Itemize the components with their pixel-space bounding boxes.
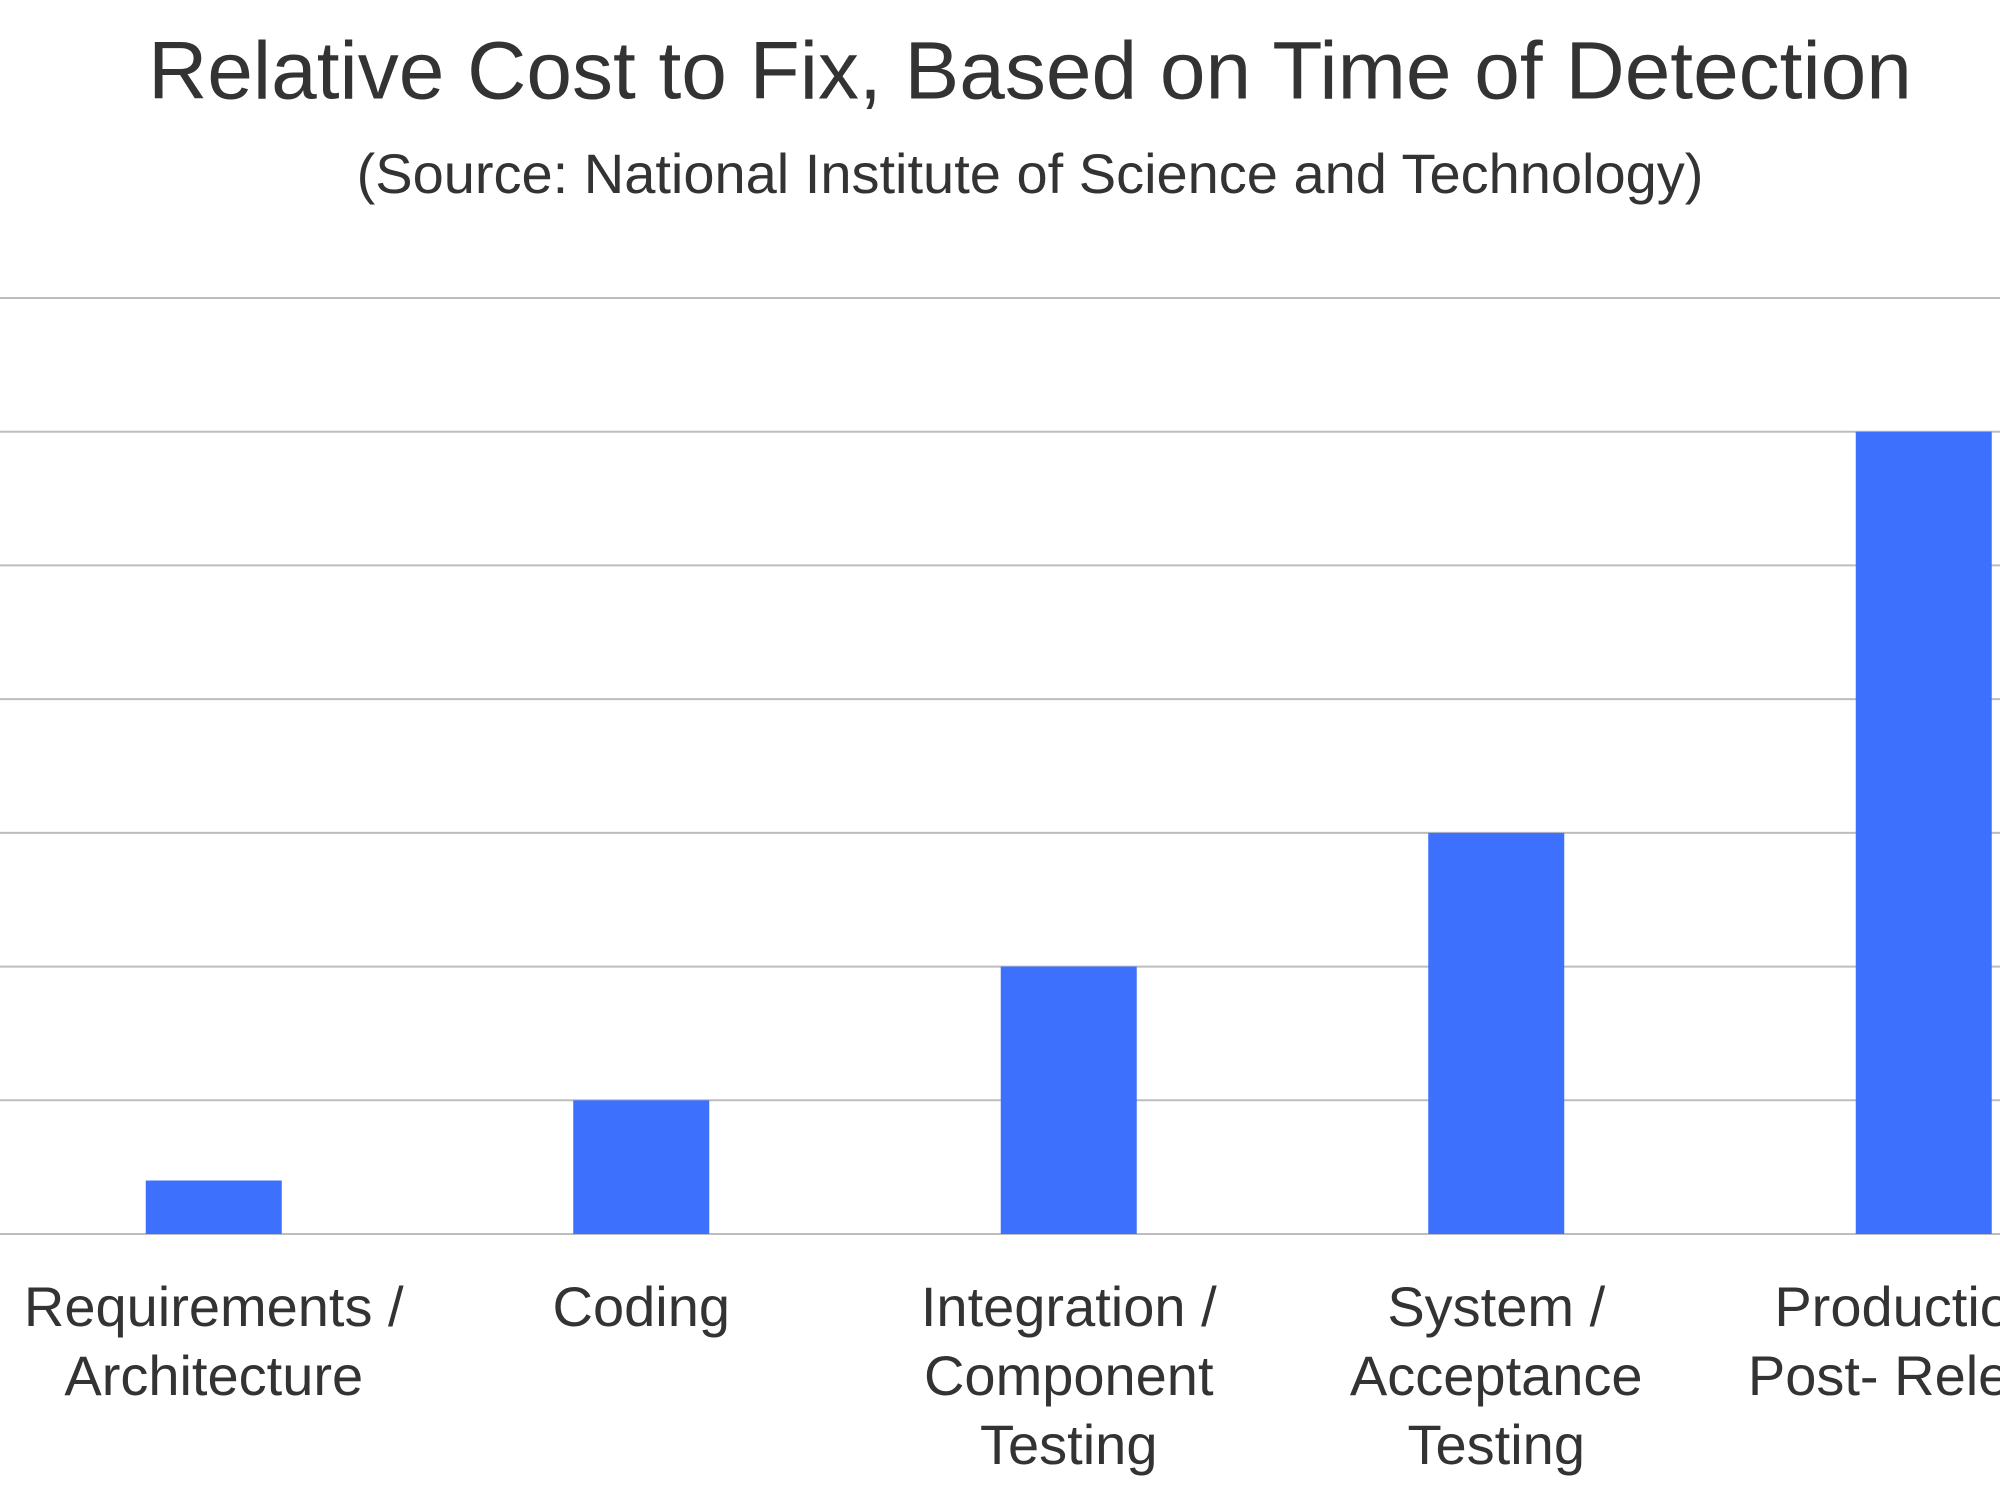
chart-subtitle: (Source: National Institute of Science a… (357, 142, 1704, 205)
chart-title: Relative Cost to Fix, Based on Time of D… (148, 26, 1912, 117)
x-tick-label-line: Testing (1408, 1413, 1585, 1476)
x-tick-label-line: Component (924, 1344, 1214, 1407)
x-tick-label-line: Testing (980, 1413, 1157, 1476)
bar (1428, 832, 1565, 1234)
x-tick-label-line: Architecture (64, 1344, 363, 1407)
x-tick-label-line: System / (1387, 1275, 1605, 1338)
bar (1855, 431, 1992, 1234)
x-tick-label: Requirements / Architecture (24, 1275, 404, 1407)
x-tick-label: System / Acceptance Testing (1350, 1275, 1643, 1476)
bar (145, 1180, 282, 1234)
bar (573, 1100, 710, 1234)
x-tick-label: Production /Post- Release (1748, 1275, 2000, 1407)
x-tick-label-line: Integration / (921, 1275, 1217, 1338)
x-tick-label: Integration / Component Testing (921, 1275, 1217, 1476)
x-tick-label-line: Post- Release (1748, 1344, 2000, 1407)
x-tick-label-line: Requirements / (24, 1275, 404, 1338)
bar (1000, 966, 1137, 1234)
x-tick-label-line: Production / (1774, 1275, 2000, 1338)
x-tick-label-line: Coding (553, 1275, 730, 1338)
x-tick-label: Coding (553, 1275, 730, 1338)
x-tick-label-line: Acceptance (1350, 1344, 1643, 1407)
